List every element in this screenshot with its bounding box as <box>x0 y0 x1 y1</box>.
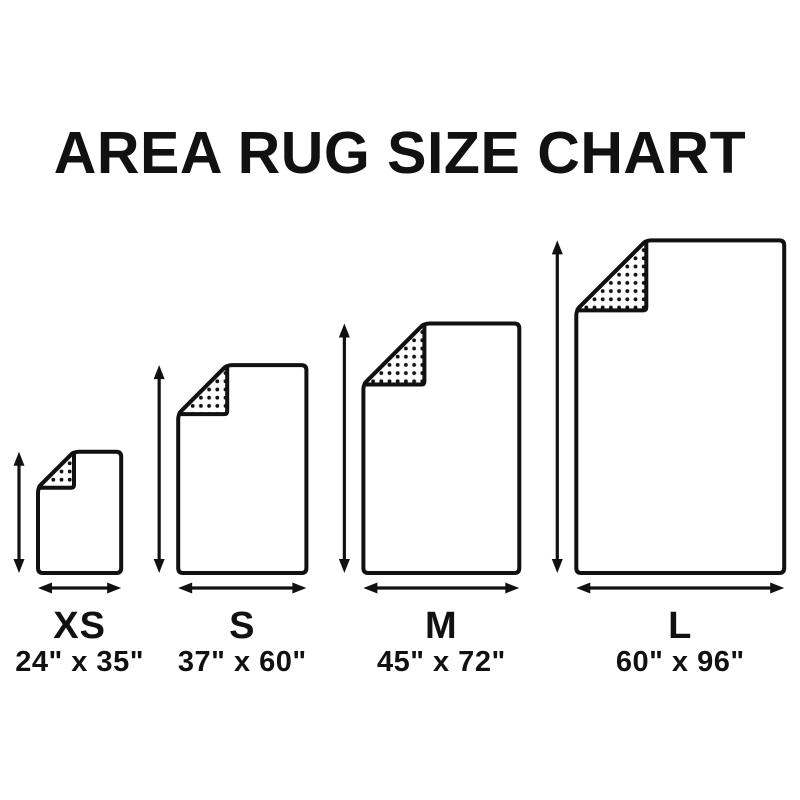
size-label-l: L <box>668 605 692 647</box>
size-label-m: M <box>425 605 458 647</box>
width-arrow-l <box>576 582 785 594</box>
size-label-s: S <box>229 605 255 647</box>
rug-outline-xs <box>36 449 124 575</box>
rug-figure-l: L60" x 96" <box>551 238 787 678</box>
width-arrow-s <box>178 582 307 594</box>
rug-outline-s <box>176 363 309 575</box>
height-arrow-s <box>153 365 165 573</box>
rug-figure-m: M45" x 72" <box>338 321 522 678</box>
height-arrow-m <box>338 323 350 573</box>
rug-outline-l <box>574 238 787 575</box>
rug-folded-corner-s <box>177 364 230 417</box>
width-arrow-m <box>363 582 520 594</box>
height-arrow-xs <box>13 451 25 573</box>
dimension-label-m: 45" x 72" <box>377 646 506 678</box>
size-label-xs: XS <box>53 605 106 647</box>
width-arrow-xs <box>38 582 122 594</box>
rug-folded-corner-xs <box>37 450 76 490</box>
rug-figure-s: S37" x 60" <box>153 363 309 678</box>
dimension-label-l: 60" x 96" <box>616 646 745 678</box>
page-title: AREA RUG SIZE CHART <box>53 120 747 186</box>
rug-folded-corner-l <box>575 239 649 313</box>
rug-folded-corner-m <box>362 322 427 387</box>
dimension-label-xs: 24" x 35" <box>15 646 144 678</box>
dimension-label-s: 37" x 60" <box>178 646 307 678</box>
height-arrow-l <box>551 240 563 573</box>
